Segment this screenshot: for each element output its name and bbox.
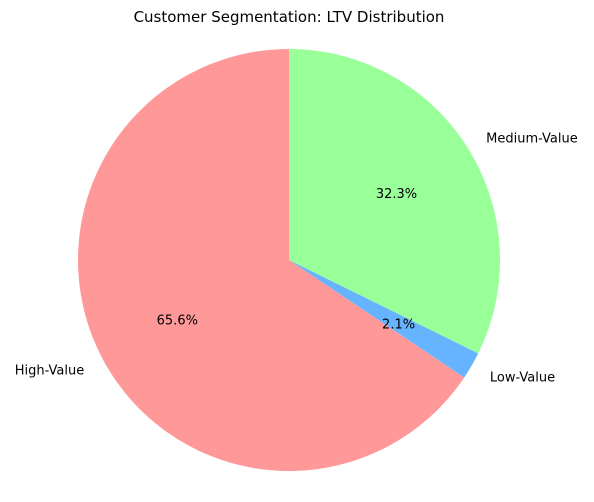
pie-labels: High-Value 65.6% Low-Value 2.1% Medium-Value… <box>15 131 578 385</box>
slice-label-high-value: High-Value <box>15 363 85 378</box>
pct-label-medium-value: 32.3% <box>376 187 417 202</box>
slice-label-low-value: Low-Value <box>490 370 555 385</box>
chart-title: Customer Segmentation: LTV Distribution <box>134 8 445 26</box>
pct-label-high-value: 65.6% <box>157 314 198 329</box>
slice-low-value <box>289 260 479 378</box>
slice-high-value <box>78 49 465 471</box>
slice-medium-value <box>289 49 500 354</box>
pct-label-low-value: 2.1% <box>382 317 415 332</box>
pie-slices <box>78 49 500 471</box>
slice-label-medium-value: Medium-Value <box>486 131 578 146</box>
